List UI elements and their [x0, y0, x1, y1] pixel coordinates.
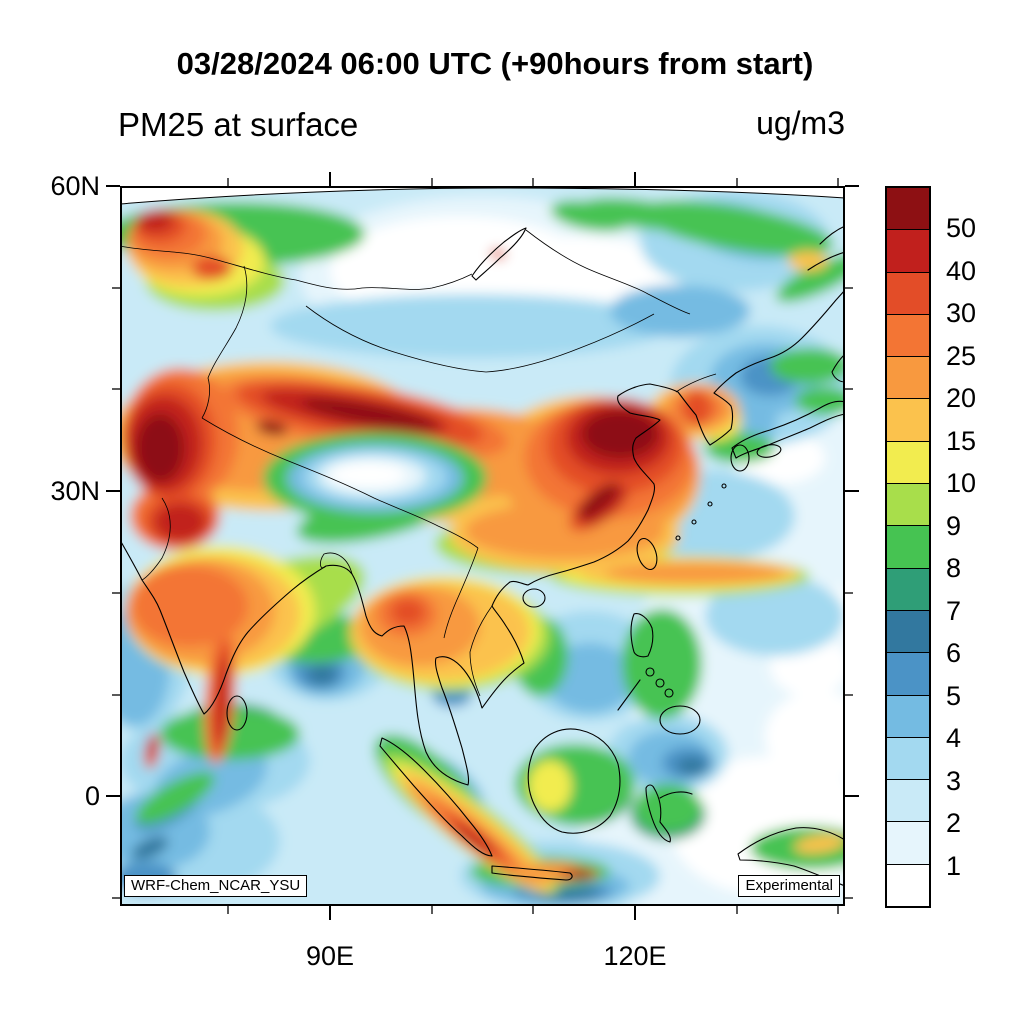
variable-label: PM25 at surface	[118, 106, 359, 143]
colorbar-tick-label: 10	[946, 468, 977, 499]
map-svg	[106, 172, 859, 920]
colorbar-tick-label: 1	[946, 850, 962, 881]
units-label: ug/m3	[756, 105, 845, 141]
colorbar	[885, 186, 931, 908]
xtick-120e: 120E	[603, 941, 667, 971]
coastline-paths	[120, 225, 845, 887]
colorbar-tick-label: 40	[946, 255, 977, 286]
colorbar-cell	[887, 610, 929, 654]
colorbar-cell	[887, 357, 929, 400]
colorbar-tick-label: 30	[946, 298, 977, 329]
colorbar-cell	[887, 272, 929, 315]
ytick-30n: 30N	[50, 476, 100, 506]
colorbar-cell	[887, 441, 929, 485]
colorbar-cell	[887, 188, 929, 231]
colorbar-cell	[887, 399, 929, 442]
colorbar-tick-label: 7	[946, 595, 962, 626]
colorbar-tick-label: 20	[946, 383, 977, 414]
colorbar-tick-label: 9	[946, 510, 962, 541]
colorbar-cell	[887, 780, 929, 823]
colorbar-cell	[887, 653, 929, 696]
domain-boundary-line	[120, 187, 845, 205]
colorbar-tick-label: 25	[946, 340, 977, 371]
colorbar-tick-label: 3	[946, 765, 962, 796]
colorbar-cell	[887, 822, 929, 865]
model-label: WRF-Chem_NCAR_YSU	[124, 875, 308, 897]
domain-boundary	[120, 186, 845, 204]
border-paths	[120, 229, 717, 697]
ytick-60n: 60N	[50, 171, 100, 201]
colorbar-cell	[887, 314, 929, 358]
field-layer	[330, 462, 406, 488]
field-layer	[136, 398, 658, 879]
colorbar-cell	[887, 484, 929, 527]
colorbar-cell	[887, 864, 929, 907]
axis-ticks	[106, 172, 859, 920]
colorbar-tick-label: 15	[946, 425, 977, 456]
colorbar-cell	[887, 695, 929, 738]
colorbar-tick-label: 50	[946, 213, 977, 244]
colorbar-labels: 50 40 30 25 20 15 10 9 8 7 6 5 4 3 2 1	[946, 186, 1016, 908]
pm25-field	[120, 186, 845, 906]
colorbar-cell	[887, 526, 929, 569]
colorbar-tick-label: 8	[946, 553, 962, 584]
colorbar-cell	[887, 230, 929, 273]
colorbar-cell	[887, 568, 929, 611]
map-frame	[120, 186, 845, 906]
colorbar-tick-label: 2	[946, 808, 962, 839]
figure-title: 03/28/2024 06:00 UTC (+90hours from star…	[176, 46, 814, 81]
colorbar-tick-label: 6	[946, 638, 962, 669]
colorbar-tick-label: 4	[946, 723, 962, 754]
colorbar-cell	[887, 737, 929, 781]
ytick-0: 0	[84, 781, 100, 811]
map-panel: WRF-Chem_NCAR_YSU Experimental	[106, 172, 859, 920]
colorbar-tick-label: 5	[946, 680, 962, 711]
experimental-label: Experimental	[738, 875, 840, 897]
xtick-90e: 90E	[305, 941, 355, 971]
